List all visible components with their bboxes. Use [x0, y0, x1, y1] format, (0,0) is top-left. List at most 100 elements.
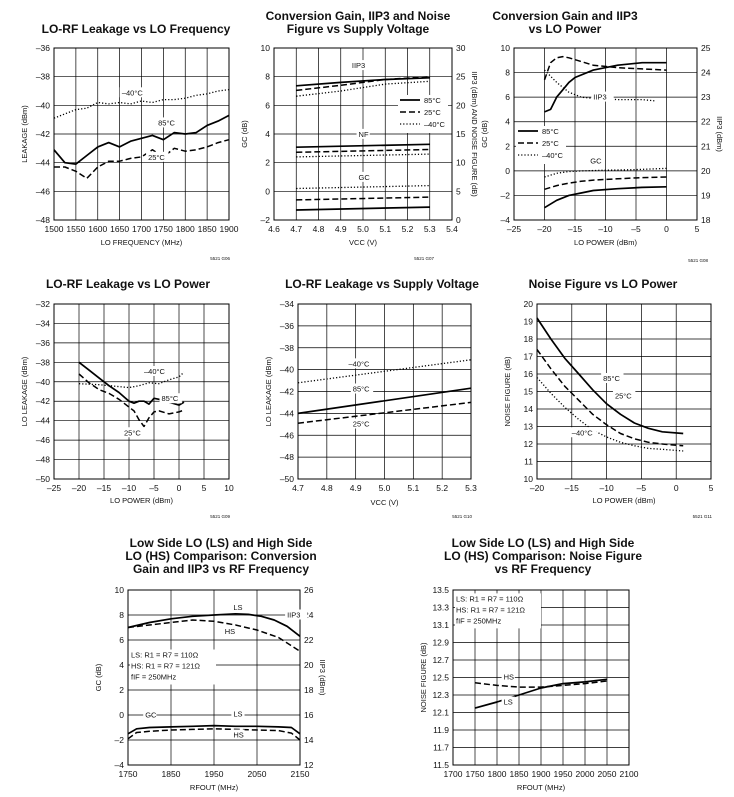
y-tick-label: –40: [280, 365, 294, 375]
curve-label: LS: [504, 698, 513, 707]
y-tick-label: –34: [280, 299, 294, 309]
curve-label-bg: [143, 709, 157, 720]
curve-label: HS: [504, 672, 514, 681]
y-tick-label: 11: [524, 457, 533, 467]
x-tick-label: –20: [72, 483, 86, 493]
y-tick-label: 6: [505, 92, 510, 102]
y-tick-label: –44: [36, 416, 50, 426]
x-tick-label: 1900: [532, 769, 551, 779]
series-line-nf-85-c: [296, 143, 430, 149]
curve-label-bg: [159, 393, 182, 404]
series-line-iip3-40-c: [296, 80, 430, 97]
chart-title: Conversion Gain, IIP3 and Noise: [266, 9, 451, 23]
x-tick-label: 5.2: [402, 224, 414, 234]
y2-tick-label: 18: [304, 685, 314, 695]
series-line-gc-85-c: [544, 185, 667, 209]
y2-tick-label: 15: [456, 129, 466, 139]
series-line-iip3-85-c: [544, 61, 667, 113]
y2-tick-label: 25: [456, 72, 466, 82]
y-tick-label: 13: [524, 422, 534, 432]
legend-label: 25°C: [542, 139, 559, 148]
y-tick-label: –38: [36, 357, 50, 367]
curve-label-bg: [501, 671, 515, 682]
figure-code: 5521 G11: [693, 514, 713, 519]
curve-label: 25°C: [353, 420, 370, 429]
series-line-gc-85-c: [296, 206, 430, 211]
y-tick-label: –50: [280, 474, 294, 484]
curve-label-bg: [501, 696, 515, 707]
y2-tick-label: 0: [456, 215, 461, 225]
x-tick-label: 1900: [220, 224, 239, 234]
y-tick-label: –2: [261, 215, 271, 225]
x-tick-label: 0: [664, 224, 669, 234]
y-tick-label: 11.9: [433, 725, 449, 735]
series-line-nf-25-c: [296, 148, 430, 154]
y-tick-label: –38: [280, 343, 294, 353]
y-tick-label: –48: [36, 455, 50, 465]
y-tick-label: 13.5: [432, 585, 449, 595]
curve-label: –40°C: [144, 367, 166, 376]
curve-label-bg: [350, 383, 374, 394]
y-tick-label: 19: [524, 317, 534, 327]
y2-tick-label: 16: [304, 710, 314, 720]
y-tick-label: 12.3: [432, 690, 449, 700]
curve-label-bg: [231, 708, 245, 719]
chart-title: Conversion Gain and IIP3: [492, 9, 638, 23]
curve-label-bg: [156, 117, 179, 128]
x-axis-label: RFOUT (MHz): [190, 783, 239, 792]
y2-tick-label: 20: [456, 100, 466, 110]
y-tick-label: 0: [265, 186, 270, 196]
y2-tick-label: 22: [304, 635, 314, 645]
y-tick-label: –32: [36, 299, 50, 309]
y2-tick-label: 30: [456, 43, 466, 53]
x-axis-label: VCC (V): [371, 498, 399, 507]
y-tick-label: –2: [115, 735, 125, 745]
condition-note: fIF = 250MHz: [456, 616, 501, 625]
condition-note: LS: R1 = R7 = 110Ω: [131, 651, 199, 660]
y-axis-label: LO LEAKAGE (dBm): [20, 356, 29, 426]
series-line-iip3-25-c: [296, 75, 430, 92]
x-axis-label: LO FREQUENCY (MHz): [101, 238, 183, 247]
x-tick-label: 1550: [66, 224, 85, 234]
curve-label: –40°C: [348, 359, 370, 368]
chart-title: vs RF Frequency: [495, 562, 592, 576]
x-tick-label: –15: [565, 483, 579, 493]
series-line-25-c: [54, 138, 230, 180]
y-tick-label: –50: [36, 474, 50, 484]
x-tick-label: –15: [568, 224, 582, 234]
y-tick-label: 2: [505, 141, 510, 151]
curve-label: 85°C: [162, 394, 179, 403]
y-tick-label: –36: [36, 43, 50, 53]
y2-tick-label: 5: [456, 186, 461, 196]
curve-label-bg: [346, 358, 374, 369]
y-axis-label: LEAKAGE (dBm): [20, 105, 29, 163]
x-tick-label: 4.7: [290, 224, 302, 234]
x-tick-label: 1850: [510, 769, 529, 779]
chart-title: Noise Figure vs LO Power: [529, 277, 678, 291]
x-tick-label: 5.1: [379, 224, 391, 234]
y-tick-label: 13.3: [432, 603, 449, 613]
series-line--40-c: [53, 88, 230, 119]
x-tick-label: 1950: [205, 769, 224, 779]
x-tick-label: –10: [600, 483, 614, 493]
curve-label-bg: [356, 128, 370, 139]
y-tick-label: 0: [119, 710, 124, 720]
curve-label-bg: [285, 609, 308, 620]
curve-label: IIP3: [352, 61, 365, 70]
y-axis-label: LO LEAKAGE (dBm): [264, 356, 273, 426]
x-tick-label: 1950: [554, 769, 573, 779]
x-tick-label: –10: [598, 224, 612, 234]
x-tick-label: 4.7: [292, 483, 304, 493]
y2-tick-label: 24: [304, 610, 314, 620]
y2-tick-label: 25: [701, 43, 711, 53]
y2-tick-label: 10: [456, 158, 466, 168]
y-tick-label: 6: [265, 100, 270, 110]
chart-lo-rf-leakage-vs-lo-frequency: LO-RF Leakage vs LO Frequency 1500 1550 160…: [20, 22, 239, 261]
y-tick-label: –2: [501, 190, 511, 200]
y-axis-label: NOISE FIGURE (dB): [503, 356, 512, 427]
x-tick-label: 2100: [620, 769, 639, 779]
